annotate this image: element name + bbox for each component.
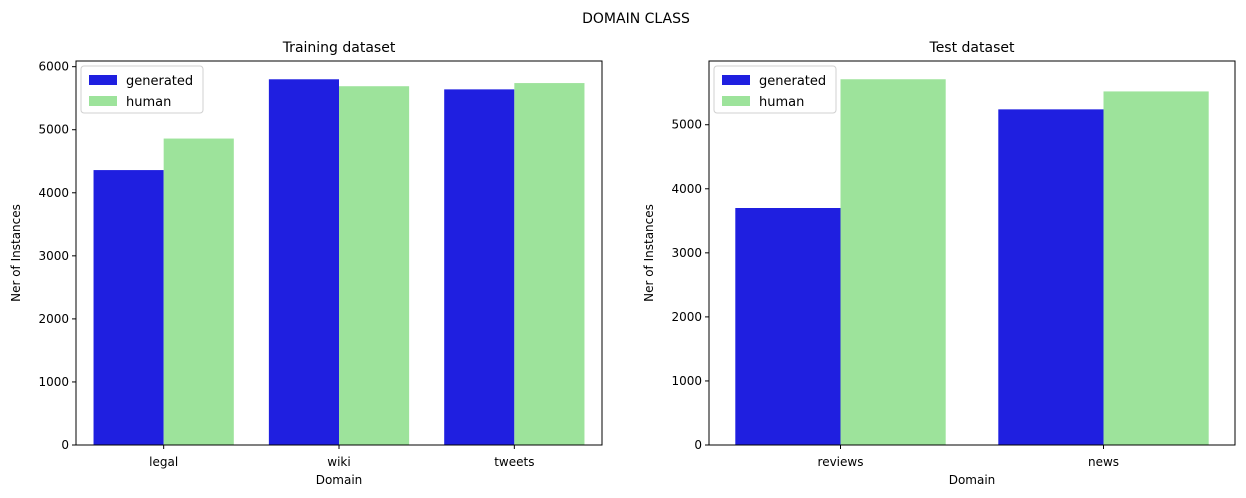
chart-0-legend-swatch-generated (89, 75, 117, 85)
chart-1-ytick-label: 4000 (671, 182, 702, 196)
test-dataset-chart: Test dataset 0 1000 2000 3000 4000 5000 reviews… (642, 40, 1236, 487)
chart-0-xtick-label: legal (149, 455, 178, 469)
chart-0-bar-human-wiki (339, 86, 410, 445)
chart-0-bar-generated-tweets (444, 89, 515, 445)
chart-1-title: Test dataset (929, 40, 1015, 56)
chart-1-legend-label-generated: generated (759, 74, 826, 89)
training-dataset-chart: Training dataset 0 1000 2000 3000 4000 5000 600… (9, 40, 603, 487)
chart-0-xtick-label: wiki (327, 455, 350, 469)
chart-1-ytick-label: 5000 (671, 118, 702, 132)
chart-1-ytick-label: 2000 (671, 310, 702, 324)
chart-1-legend-swatch-generated (722, 75, 750, 85)
chart-0-legend-swatch-human (89, 96, 117, 106)
chart-0-bar-generated-legal (93, 170, 164, 445)
chart-0-title: Training dataset (282, 40, 396, 56)
chart-1-xtick-label: reviews (818, 455, 864, 469)
chart-0-xlabel: Domain (316, 473, 363, 487)
chart-1-ylabel: Ner of Instances (642, 204, 656, 302)
chart-0-ytick-label: 1000 (38, 375, 69, 389)
chart-0-ytick-label: 0 (61, 438, 69, 452)
chart-0-legend-label-human: human (126, 95, 171, 110)
chart-1-xlabel: Domain (949, 473, 996, 487)
chart-1-ytick-label: 1000 (671, 374, 702, 388)
chart-0-bar-human-tweets (514, 83, 585, 445)
figure-title: DOMAIN CLASS (582, 11, 690, 27)
chart-1-bar-human-news (1103, 91, 1209, 445)
chart-0-ytick-label: 3000 (38, 249, 69, 263)
chart-0-ylabel: Ner of Instances (9, 204, 23, 302)
chart-0-bar-human-legal (163, 138, 234, 446)
chart-0-ytick-label: 2000 (38, 312, 69, 326)
chart-1-bar-generated-reviews (735, 208, 841, 445)
chart-0-ytick-label: 4000 (38, 186, 69, 200)
chart-0-ytick-label: 6000 (38, 60, 69, 74)
chart-1-legend-label-human: human (759, 95, 804, 110)
chart-1-ytick-label: 3000 (671, 246, 702, 260)
chart-0-legend-label-generated: generated (126, 74, 193, 89)
chart-1-bar-generated-news (998, 109, 1104, 446)
chart-0-xtick-label: tweets (494, 455, 534, 469)
chart-0-bar-generated-wiki (268, 79, 339, 446)
chart-1-bar-human-reviews (840, 79, 946, 445)
chart-1-ytick-label: 0 (694, 438, 702, 452)
chart-1-legend-swatch-human (722, 96, 750, 106)
chart-1-xtick-label: news (1088, 455, 1119, 469)
chart-0-ytick-label: 5000 (38, 123, 69, 137)
